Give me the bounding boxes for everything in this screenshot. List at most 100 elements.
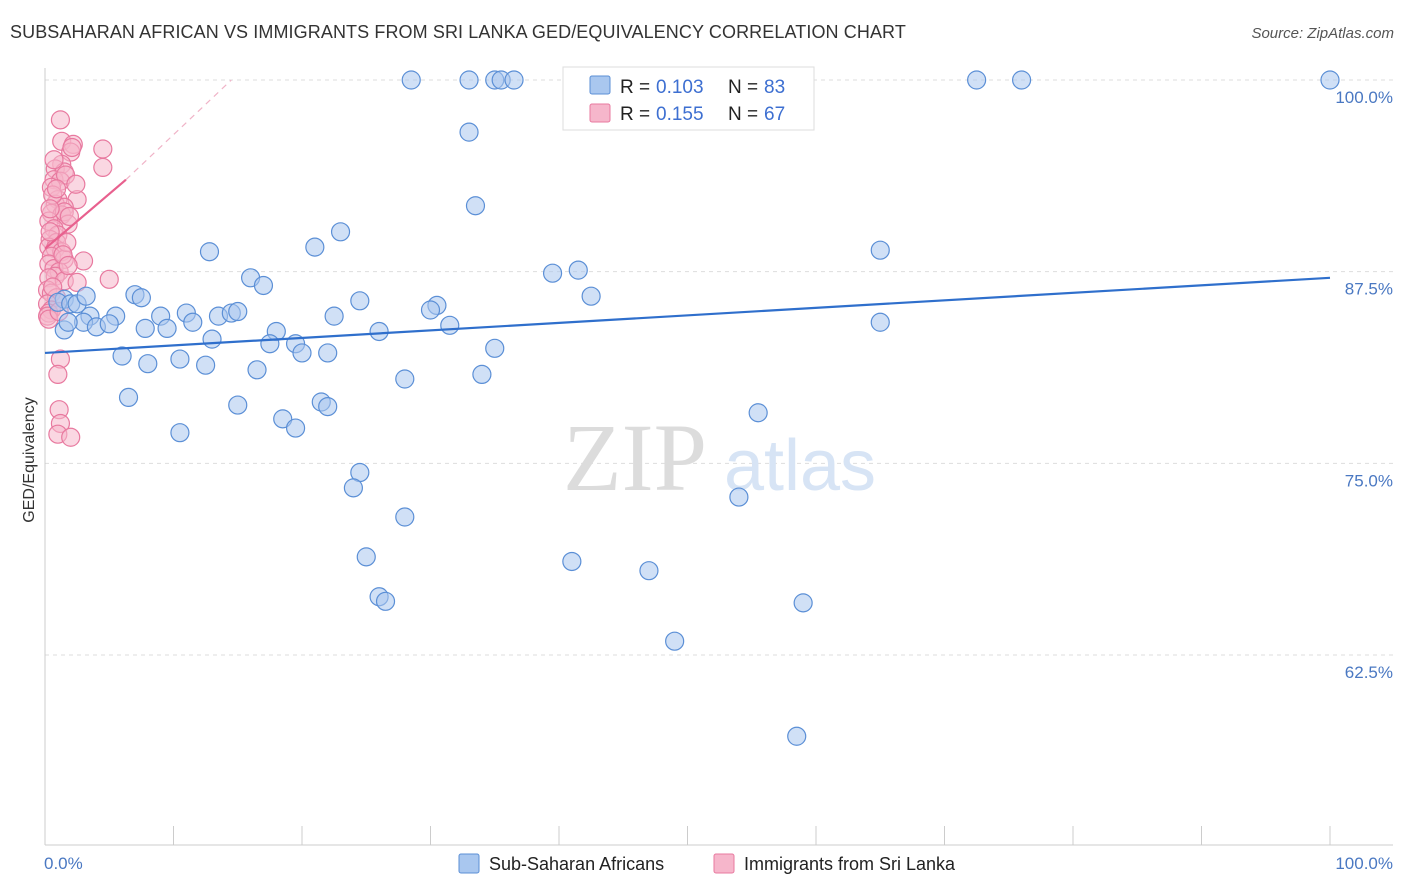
y-tick-label: 87.5% [1345,280,1393,299]
data-point [504,70,524,90]
data-point [99,314,119,334]
data-point [459,70,479,90]
data-point [59,206,80,227]
data-point [465,196,486,216]
data-point [870,312,890,332]
data-point [99,269,119,289]
data-point [285,418,306,438]
chart-source: Source: ZipAtlas.com [1251,25,1394,42]
y-tick-label: 100.0% [1335,88,1393,107]
data-point [330,222,351,242]
data-point [118,387,139,407]
trend-line-subsaharan [44,276,1331,355]
data-point [66,174,86,194]
data-point [318,343,338,363]
data-point [46,179,67,199]
gridlines: 100.0% 87.5% 75.0% 62.5% [45,79,1393,682]
legend-pink-r-label: R = [620,104,650,125]
data-point [665,631,685,651]
legend-blue-n-label: N = [728,77,758,98]
legend-pink-n-value: 67 [764,104,785,125]
data-point [67,272,87,292]
data-point [562,551,582,572]
data-point [350,291,370,311]
watermark-atlas: atlas [724,426,876,506]
legend-swatch-blue [589,75,611,95]
data-point [48,364,68,384]
data-point [369,321,389,342]
data-point [40,222,60,242]
data-point [472,364,492,384]
data-point [196,355,216,375]
subsaharan-points [48,70,1340,746]
data-point [967,70,987,90]
data-point [1320,70,1340,90]
data-point [870,240,890,260]
data-point [253,275,274,296]
data-point [568,260,588,280]
data-point [199,242,220,262]
data-point [420,300,441,320]
data-point [748,403,768,423]
data-point [356,547,376,567]
legend-blue-r-label: R = [620,77,650,98]
data-point [170,349,190,369]
data-point [93,139,113,159]
data-point [50,110,71,130]
x-tick-label-right: 100.0% [1335,854,1393,873]
data-point [459,122,479,142]
data-point [793,593,813,613]
data-point [395,507,415,527]
data-point [787,726,807,746]
series-legend-label-pink: Immigrants from Sri Lanka [744,854,956,874]
data-point [305,237,325,257]
data-point [138,354,158,374]
data-point [729,487,749,507]
data-point [542,263,563,283]
data-point [58,312,78,332]
watermark: ZIP atlas [563,404,876,511]
data-point [401,70,421,90]
data-point [61,427,81,447]
x-tick-label-left: 0.0% [44,854,83,873]
trend-lines [44,79,1331,355]
y-tick-label: 62.5% [1345,663,1393,682]
sri-lanka-points [37,110,119,447]
y-axis-label: GED/Equivalency [21,397,38,522]
legend-swatch-pink [589,103,611,123]
data-point [260,334,280,354]
data-point [40,199,60,219]
data-point [62,137,82,158]
trend-extension-sri-lanka [125,79,232,181]
legend-pink-n-label: N = [728,104,758,125]
axes [44,68,1393,846]
watermark-zip: ZIP [563,404,707,511]
data-point [485,338,505,358]
data-point [112,346,132,366]
data-point [228,395,248,415]
data-point [76,286,96,306]
data-point [202,329,222,349]
data-point [170,423,190,443]
data-point [318,397,338,417]
data-point [44,150,64,170]
legend-pink-r-value: 0.155 [656,104,704,125]
data-point [247,360,267,380]
data-point [93,157,113,177]
data-point [135,318,155,338]
data-point [183,312,203,332]
series-legend-swatch-blue [458,853,480,874]
data-point [58,255,78,276]
series-legend-label-blue: Sub-Saharan Africans [489,854,664,874]
data-point [581,286,601,306]
data-point [375,591,396,611]
series-legend: Sub-Saharan Africans Immigrants from Sri… [458,853,956,874]
trend-line-sri-lanka [44,178,127,250]
data-point [324,306,344,326]
data-point [440,315,460,335]
legend-blue-r-value: 0.103 [656,77,704,98]
series-legend-swatch-pink [713,853,735,874]
legend-blue-n-value: 83 [764,77,785,98]
data-point [131,288,151,308]
